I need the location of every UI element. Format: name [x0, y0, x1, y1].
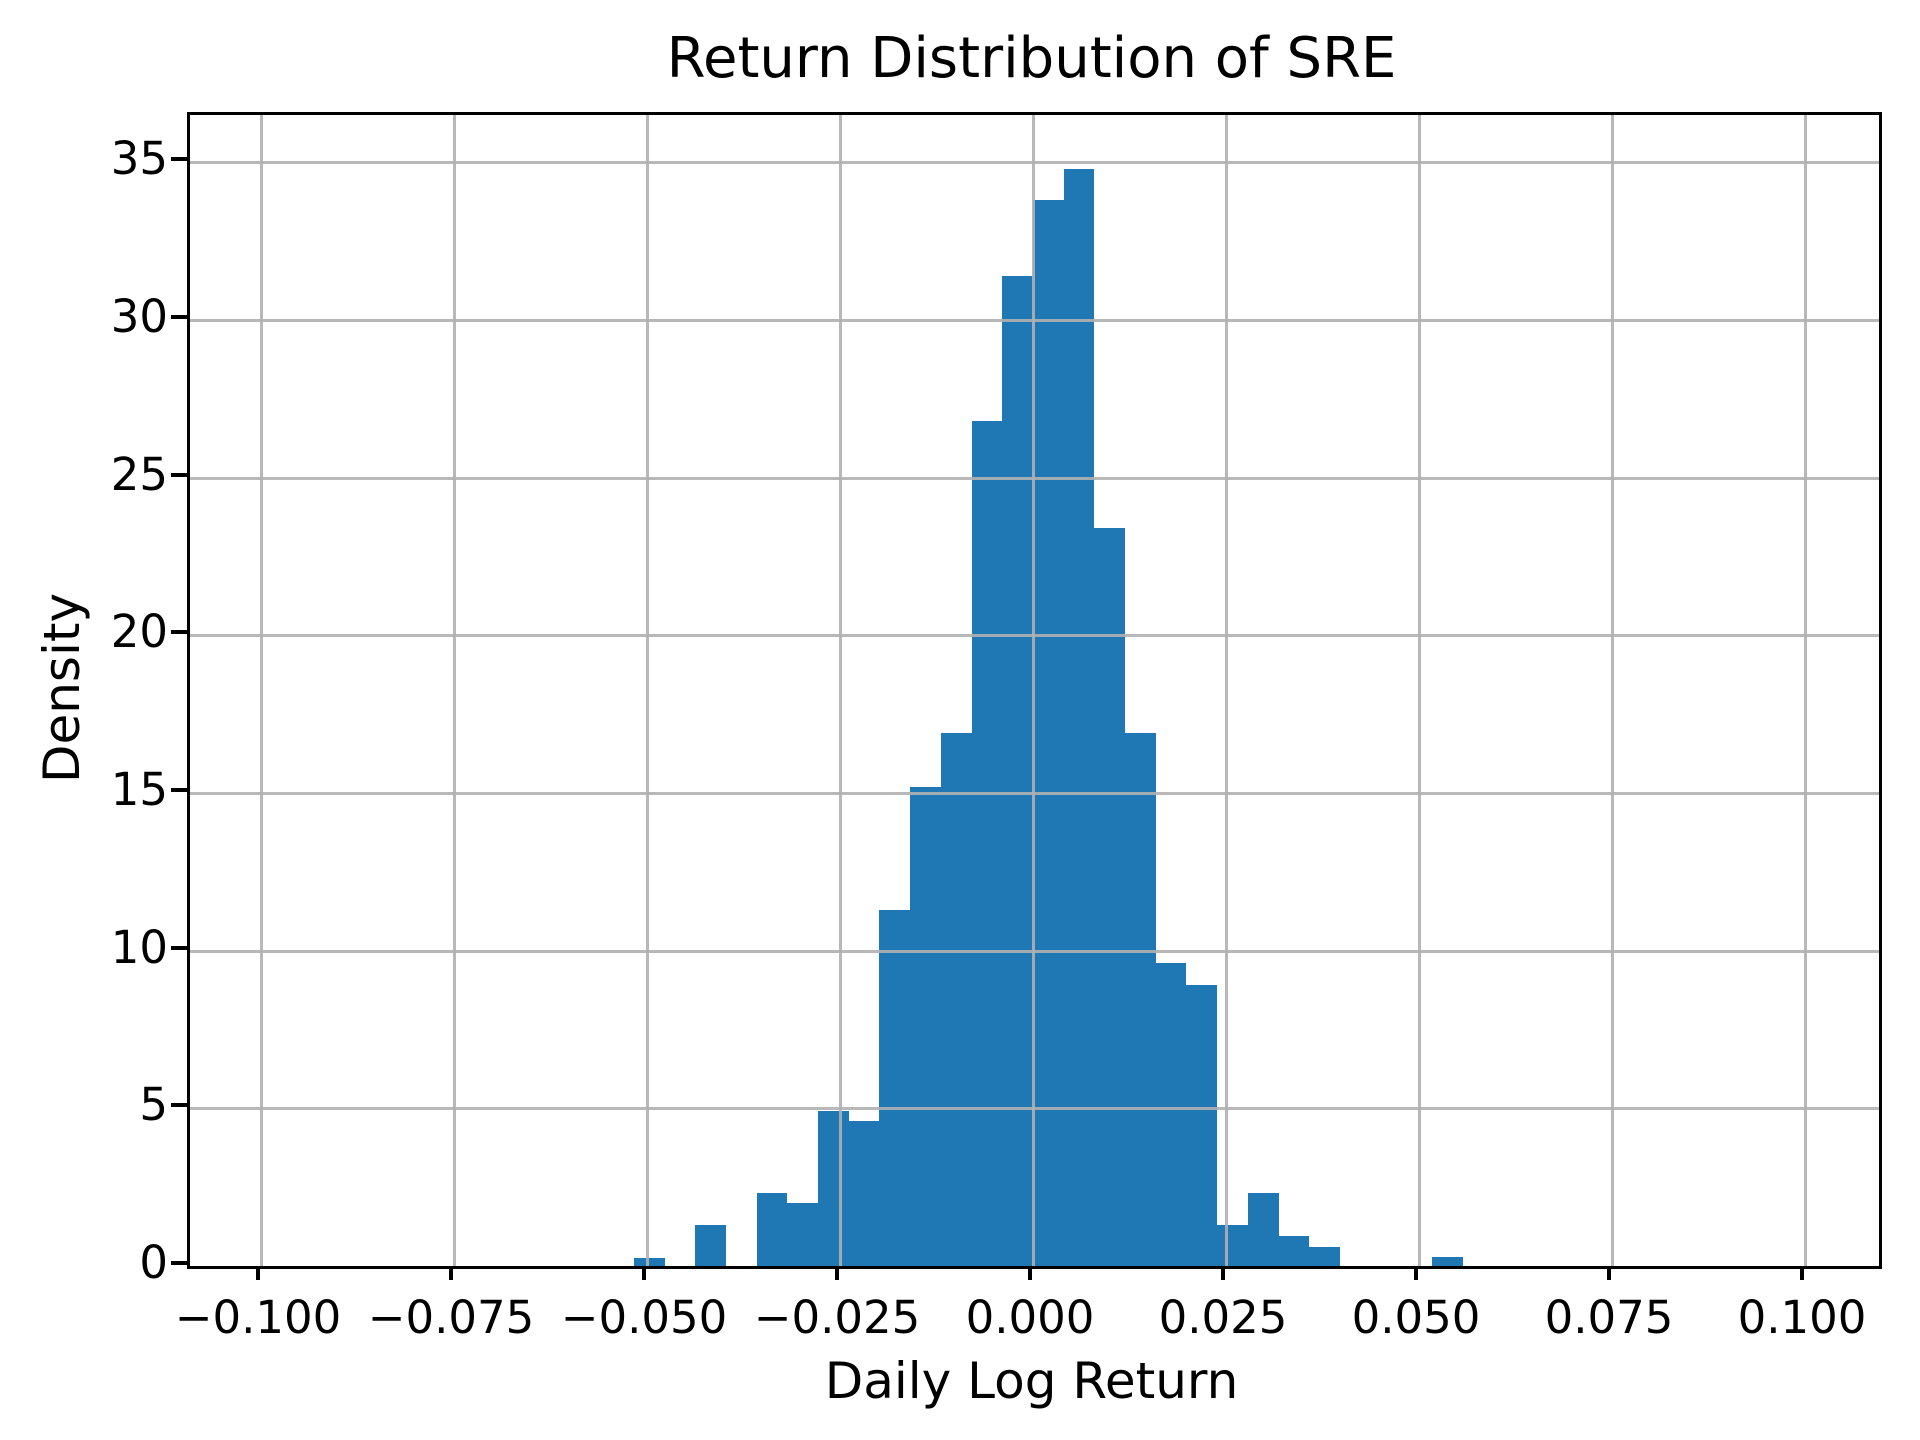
y-tick-label: 25 — [110, 448, 168, 501]
y-tickmark — [171, 315, 187, 319]
x-tick-label: 0.075 — [1544, 1291, 1674, 1344]
histogram-bar — [910, 787, 941, 1266]
y-tick-label: 0 — [139, 1236, 168, 1289]
vertical-gridline — [1611, 115, 1614, 1266]
y-tickmark — [171, 630, 187, 634]
x-axis-label: Daily Log Return — [824, 1352, 1239, 1410]
vertical-gridline — [453, 115, 456, 1266]
horizontal-gridline — [190, 1107, 1879, 1110]
x-tick-label: −0.025 — [753, 1291, 921, 1344]
histogram-bar — [695, 1225, 726, 1266]
y-tickmark — [171, 1261, 187, 1265]
x-tickmark — [449, 1266, 453, 1280]
histogram-bar — [1156, 963, 1186, 1266]
histogram-bar — [1186, 985, 1217, 1266]
x-tick-label: −0.100 — [174, 1291, 342, 1344]
y-tick-label: 35 — [110, 132, 168, 185]
x-tickmark — [1028, 1266, 1032, 1280]
x-tickmark — [1607, 1266, 1611, 1280]
histogram-bar — [1002, 276, 1033, 1266]
chart-title: Return Distribution of SRE — [666, 26, 1397, 91]
histogram-bar — [757, 1193, 787, 1266]
x-tickmark — [642, 1266, 646, 1280]
x-tickmark — [1414, 1266, 1418, 1280]
horizontal-gridline — [190, 792, 1879, 795]
histogram-bar — [1125, 733, 1156, 1266]
y-tick-label: 20 — [110, 605, 168, 658]
horizontal-gridline — [190, 477, 1879, 480]
x-tick-label: 0.025 — [1158, 1291, 1288, 1344]
horizontal-gridline — [190, 634, 1879, 637]
x-tickmark — [1221, 1266, 1225, 1280]
x-tick-label: 0.000 — [965, 1291, 1095, 1344]
x-tick-label: 0.050 — [1351, 1291, 1481, 1344]
horizontal-gridline — [190, 161, 1879, 164]
histogram-bar — [1309, 1247, 1340, 1266]
x-tickmark — [256, 1266, 260, 1280]
x-tick-label: −0.075 — [367, 1291, 535, 1344]
histogram-bar — [941, 733, 972, 1266]
y-tick-label: 15 — [110, 763, 168, 816]
horizontal-gridline — [190, 950, 1879, 953]
histogram-bar — [1432, 1257, 1463, 1266]
vertical-gridline — [1032, 115, 1035, 1266]
y-tickmark — [171, 473, 187, 477]
y-tickmark — [171, 1103, 187, 1107]
histogram-bar — [1248, 1193, 1279, 1266]
histogram-bar — [1064, 169, 1094, 1266]
histogram-bar — [818, 1111, 849, 1266]
histogram-bar — [1217, 1225, 1248, 1266]
histogram-bar — [1033, 200, 1064, 1266]
vertical-gridline — [1804, 115, 1807, 1266]
horizontal-gridline — [190, 319, 1879, 322]
y-tick-label: 10 — [110, 921, 168, 974]
y-tickmark — [171, 157, 187, 161]
vertical-gridline — [1225, 115, 1228, 1266]
histogram-bar — [787, 1203, 818, 1266]
vertical-gridline — [646, 115, 649, 1266]
x-tickmark — [1800, 1266, 1804, 1280]
y-tickmark — [171, 788, 187, 792]
plot-area — [187, 112, 1882, 1269]
histogram-bar — [972, 421, 1002, 1266]
vertical-gridline — [1418, 115, 1421, 1266]
histogram-bar — [879, 910, 910, 1266]
vertical-gridline — [839, 115, 842, 1266]
y-tickmark — [171, 946, 187, 950]
histogram-bar — [1279, 1236, 1309, 1266]
x-tick-label: 0.100 — [1737, 1291, 1867, 1344]
vertical-gridline — [260, 115, 263, 1266]
y-tick-label: 5 — [139, 1078, 168, 1131]
x-tick-label: −0.050 — [560, 1291, 728, 1344]
histogram-bar — [1094, 528, 1125, 1266]
histogram-bar — [849, 1121, 879, 1266]
y-tick-label: 30 — [110, 290, 168, 343]
x-tickmark — [835, 1266, 839, 1280]
histogram-bar — [634, 1258, 665, 1266]
